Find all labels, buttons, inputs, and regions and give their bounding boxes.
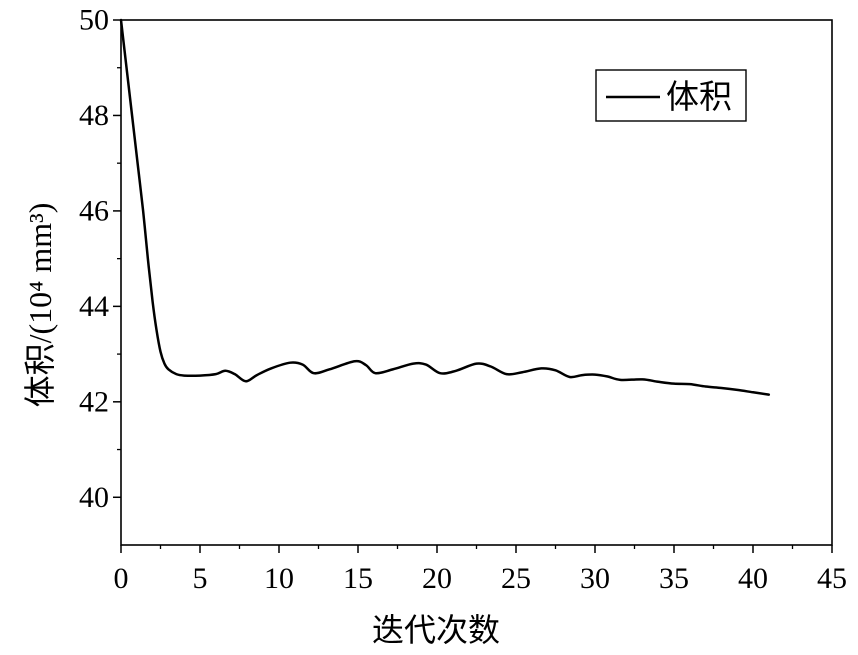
series-line <box>119 18 771 396</box>
x-tick-label: 0 <box>114 562 129 595</box>
y-axis-title: 体积/(10⁴ mm³) <box>22 203 58 408</box>
x-axis-title: 迭代次数 <box>372 612 500 648</box>
legend-label: 体积 <box>666 79 732 116</box>
x-tick-label: 20 <box>422 562 452 595</box>
y-tick-label: 44 <box>79 290 109 323</box>
axis-ticks: 0 5 10 15 20 25 30 35 40 45 40 42 44 46 48 50 <box>79 4 847 596</box>
x-tick-label: 45 <box>817 562 847 595</box>
x-tick-label: 15 <box>343 562 373 595</box>
x-tick-label: 35 <box>659 562 689 595</box>
x-tick-label: 25 <box>501 562 531 595</box>
y-tick-label: 42 <box>79 385 109 418</box>
plot-frame <box>120 19 833 546</box>
y-tick-label: 46 <box>79 194 109 227</box>
legend: 体积 <box>595 69 747 122</box>
y-tick-label: 48 <box>79 99 109 132</box>
x-tick-label: 30 <box>580 562 610 595</box>
legend-box <box>595 69 747 122</box>
x-tick-label: 10 <box>264 562 294 595</box>
series-layer <box>119 18 771 396</box>
x-tick-label: 5 <box>193 562 208 595</box>
y-tick-label: 40 <box>79 481 109 514</box>
x-tick-label: 40 <box>738 562 768 595</box>
y-tick-label: 50 <box>79 4 109 37</box>
